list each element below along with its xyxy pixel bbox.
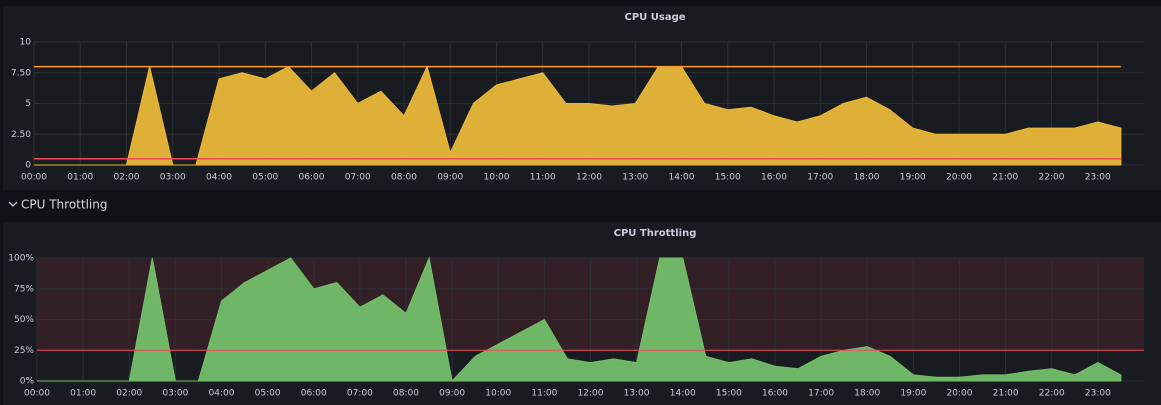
y-tick-label: 2.50 xyxy=(11,130,31,140)
x-tick-label: 11:00 xyxy=(531,389,557,399)
x-tick-label: 23:00 xyxy=(1085,173,1111,183)
y-tick-label: 0 xyxy=(25,161,31,171)
x-tick-label: 03:00 xyxy=(160,173,186,183)
x-tick-label: 19:00 xyxy=(900,389,926,399)
x-tick-label: 04:00 xyxy=(206,173,232,183)
panel-title: CPU Usage xyxy=(624,12,685,23)
x-tick-label: 22:00 xyxy=(1039,389,1065,399)
x-tick-label: 15:00 xyxy=(716,389,742,399)
x-tick-label: 05:00 xyxy=(255,389,281,399)
x-tick-label: 12:00 xyxy=(578,389,604,399)
x-tick-label: 22:00 xyxy=(1039,173,1065,183)
x-tick-label: 21:00 xyxy=(992,173,1018,183)
x-tick-label: 08:00 xyxy=(391,173,417,183)
x-tick-label: 17:00 xyxy=(808,389,834,399)
x-tick-label: 00:00 xyxy=(21,173,47,183)
x-tick-label: 10:00 xyxy=(484,173,510,183)
x-tick-label: 09:00 xyxy=(439,389,465,399)
x-tick-label: 17:00 xyxy=(807,173,833,183)
row-title[interactable]: CPU Throttling xyxy=(21,198,107,212)
x-tick-label: 20:00 xyxy=(946,173,972,183)
x-tick-label: 13:00 xyxy=(624,389,650,399)
x-tick-label: 18:00 xyxy=(854,173,880,183)
x-tick-label: 16:00 xyxy=(761,173,787,183)
panel-title: CPU Throttling xyxy=(614,228,697,239)
x-tick-label: 15:00 xyxy=(715,173,741,183)
x-tick-label: 03:00 xyxy=(162,389,188,399)
x-tick-label: 05:00 xyxy=(252,173,278,183)
y-tick-label: 5 xyxy=(25,99,31,109)
x-tick-label: 07:00 xyxy=(347,389,373,399)
x-tick-label: 00:00 xyxy=(24,389,50,399)
row-chevron[interactable] xyxy=(8,201,18,207)
x-tick-label: 06:00 xyxy=(301,389,327,399)
x-tick-label: 11:00 xyxy=(530,173,556,183)
x-tick-label: 09:00 xyxy=(437,173,463,183)
x-tick-label: 01:00 xyxy=(70,389,96,399)
x-tick-label: 08:00 xyxy=(393,389,419,399)
x-tick-label: 13:00 xyxy=(622,173,648,183)
x-tick-label: 02:00 xyxy=(116,389,142,399)
x-tick-label: 14:00 xyxy=(669,173,695,183)
area-series xyxy=(34,65,1122,166)
x-tick-label: 23:00 xyxy=(1085,389,1111,399)
x-tick-label: 02:00 xyxy=(114,173,140,183)
x-tick-label: 07:00 xyxy=(345,173,371,183)
y-tick-label: 50% xyxy=(14,315,34,325)
y-tick-label: 25% xyxy=(14,346,34,356)
x-tick-label: 19:00 xyxy=(900,173,926,183)
x-tick-label: 10:00 xyxy=(485,389,511,399)
x-tick-label: 18:00 xyxy=(854,389,880,399)
y-tick-label: 0% xyxy=(20,377,35,387)
x-tick-label: 04:00 xyxy=(209,389,235,399)
x-tick-label: 01:00 xyxy=(67,173,93,183)
x-tick-label: 21:00 xyxy=(993,389,1019,399)
x-tick-label: 14:00 xyxy=(670,389,696,399)
x-tick-label: 16:00 xyxy=(762,389,788,399)
y-tick-label: 10 xyxy=(20,38,32,48)
x-tick-label: 06:00 xyxy=(299,173,325,183)
y-tick-label: 7.50 xyxy=(11,68,31,78)
y-tick-label: 100% xyxy=(8,254,34,264)
y-tick-label: 75% xyxy=(14,284,34,294)
x-tick-label: 20:00 xyxy=(947,389,973,399)
x-tick-label: 12:00 xyxy=(576,173,602,183)
